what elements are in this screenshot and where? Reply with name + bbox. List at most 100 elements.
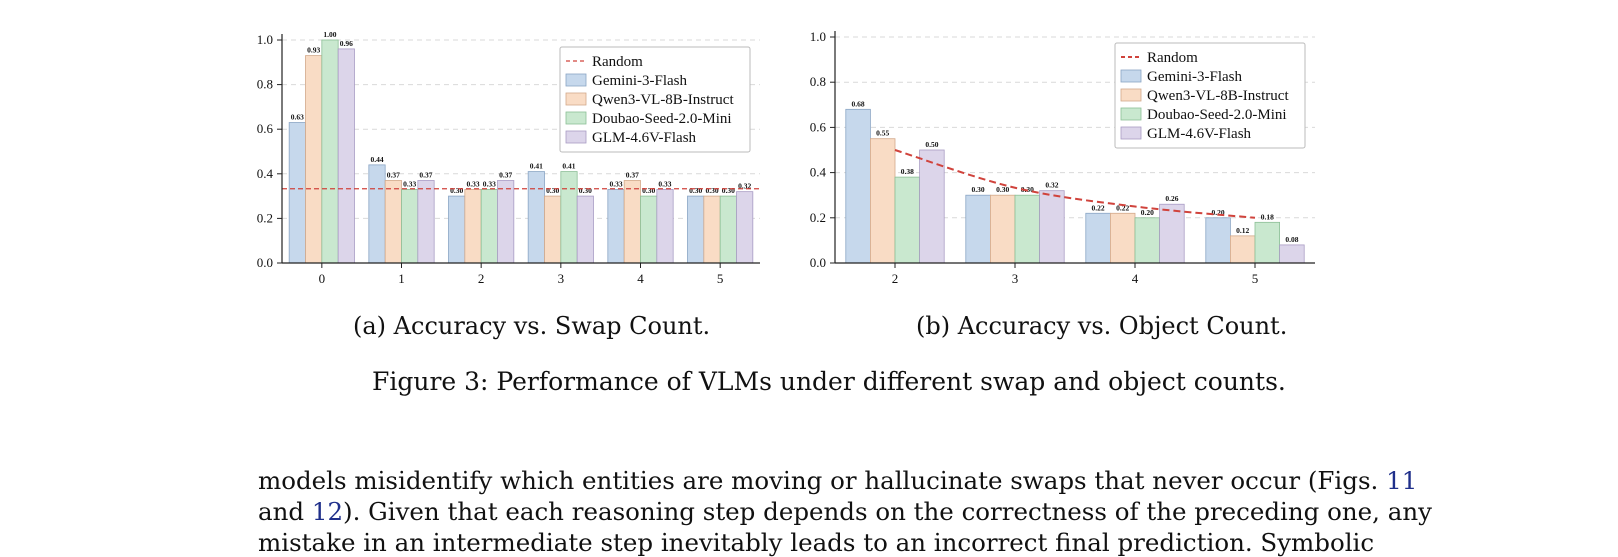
- bar-value-label: 0.33: [466, 179, 479, 188]
- legend-label: Qwen3-VL-8B-Instruct: [592, 92, 734, 108]
- y-tick-label: 0.0: [810, 255, 826, 270]
- y-tick-label: 0.8: [257, 77, 273, 92]
- chart-swap-count-svg: 0.00.20.40.60.81.00.630.440.300.410.330.…: [257, 30, 760, 286]
- chart-object-count: 0.0 0.2 0.4 0.6 0.8 1.0 0.68 0.30 0.22 0.20 0.55 0.…: [800, 0, 1370, 300]
- chart-object-count-svg: 0.0 0.2 0.4 0.6 0.8 1.0 0.68 0.30 0.22 0.20 0.55 0.…: [810, 29, 1315, 286]
- legend-swatch: [1120, 88, 1142, 102]
- legend-label: Gemini-3-Flash: [1147, 69, 1242, 85]
- legend-box: [1114, 42, 1306, 149]
- x-tick-label: 2: [478, 271, 485, 286]
- figure-ref-link[interactable]: 11: [1386, 466, 1418, 495]
- bar: [448, 195, 466, 264]
- bar: [845, 108, 871, 264]
- bar: [527, 171, 545, 264]
- bar: [384, 180, 402, 264]
- bar-value-label: 0.30: [546, 186, 559, 195]
- x-tick-label: 1: [398, 271, 405, 286]
- bar: [1039, 190, 1065, 264]
- body-text-line: mistake in an intermediate step inevitab…: [258, 528, 1374, 557]
- bar: [687, 195, 705, 264]
- figure-ref-link[interactable]: 12: [311, 497, 344, 526]
- body-text: models misidentify which entities are mo…: [258, 466, 1387, 495]
- bar-value-label: 0.38: [901, 167, 914, 176]
- x-tick-label: 2: [892, 271, 899, 286]
- bar: [417, 180, 435, 264]
- bar: [1134, 217, 1161, 264]
- bar-value-label: 0.55: [876, 129, 889, 138]
- bar: [1085, 212, 1111, 264]
- bar-value-label: 0.33: [483, 179, 496, 188]
- y-tick-label: 0.0: [257, 255, 273, 270]
- legend-swatch: [565, 73, 587, 87]
- bar-value-label: 0.20: [1141, 208, 1154, 217]
- bar-value-label: 0.30: [450, 186, 463, 195]
- legend-label: Doubao-Seed-2.0-Mini: [592, 111, 732, 127]
- bar-value-label: 0.41: [562, 162, 575, 171]
- y-tick-label: 1.0: [810, 29, 826, 44]
- bar: [623, 180, 641, 264]
- body-text-line: and 12). Given that each reasoning step …: [258, 497, 1432, 526]
- bar-value-label: 0.37: [387, 170, 400, 179]
- bar: [288, 122, 306, 264]
- bar: [1254, 221, 1281, 264]
- bar-value-label: 0.30: [722, 186, 735, 195]
- legend-swatch: [1120, 69, 1142, 83]
- bar-value-label: 0.30: [705, 186, 718, 195]
- bar-value-label: 0.93: [307, 46, 320, 55]
- bar-value-label: 0.20: [1212, 208, 1225, 217]
- bar: [321, 39, 339, 264]
- bar: [656, 189, 674, 264]
- bar: [1205, 217, 1231, 264]
- bar: [560, 171, 578, 264]
- legend-label: Doubao-Seed-2.0-Mini: [1147, 107, 1287, 123]
- bar: [989, 194, 1016, 264]
- bar-value-label: 0.37: [626, 170, 639, 179]
- y-tick-label: 0.6: [257, 121, 274, 136]
- bar-value-label: 0.30: [972, 185, 985, 194]
- y-tick-label: 0.2: [257, 210, 273, 225]
- x-tick-label: 5: [1252, 271, 1259, 286]
- bar-value-label: 0.37: [419, 170, 432, 179]
- bar-value-label: 0.26: [1165, 194, 1178, 203]
- x-tick-label: 5: [717, 271, 724, 286]
- legend-label: Qwen3-VL-8B-Instruct: [1147, 88, 1289, 104]
- body-text-line: models misidentify which entities are mo…: [258, 466, 1417, 495]
- random-line: [894, 149, 1256, 219]
- bar-value-label: 0.33: [403, 179, 416, 188]
- bar-value-label: 0.22: [1116, 203, 1129, 212]
- bar-value-label: 0.30: [689, 186, 702, 195]
- bar: [719, 195, 737, 264]
- bar: [607, 189, 625, 264]
- bar-value-label: 0.32: [1045, 181, 1058, 190]
- bar-value-label: 0.30: [579, 186, 592, 195]
- bar: [497, 180, 515, 264]
- bar: [464, 189, 482, 264]
- bar: [640, 195, 658, 264]
- bar-value-label: 0.12: [1236, 226, 1249, 235]
- legend: Random Gemini-3-Flash Qwen3-VL-8B-Instruct…: [559, 46, 751, 153]
- bar: [544, 195, 562, 264]
- y-tick-label: 0.8: [810, 74, 826, 89]
- legend-label: Gemini-3-Flash: [592, 73, 687, 89]
- y-tick-label: 0.6: [810, 119, 827, 134]
- legend-label: GLM-4.6V-Flash: [592, 130, 697, 146]
- bar: [736, 191, 754, 264]
- bar-value-label: 0.22: [1092, 203, 1105, 212]
- x-tick-label: 4: [637, 271, 644, 286]
- bar-value-label: 0.50: [925, 140, 938, 149]
- x-tick-label: 3: [558, 271, 565, 286]
- legend-swatch: [565, 130, 587, 144]
- subcaption-a: (a) Accuracy vs. Swap Count.: [353, 312, 711, 340]
- bar-value-label: 0.32: [738, 182, 751, 191]
- legend-label: GLM-4.6V-Flash: [1147, 126, 1252, 142]
- bar: [965, 194, 991, 264]
- bar: [401, 189, 419, 264]
- legend-swatch: [565, 92, 587, 106]
- bar: [368, 164, 386, 264]
- y-tick-label: 0.4: [810, 165, 827, 180]
- body-text: mistake in an intermediate step inevitab…: [258, 528, 1375, 557]
- bar-value-label: 0.30: [642, 186, 655, 195]
- bar: [337, 48, 355, 264]
- legend-box: [559, 46, 751, 153]
- legend: Random Gemini-3-Flash Qwen3-VL-8B-Instruct…: [1114, 42, 1306, 149]
